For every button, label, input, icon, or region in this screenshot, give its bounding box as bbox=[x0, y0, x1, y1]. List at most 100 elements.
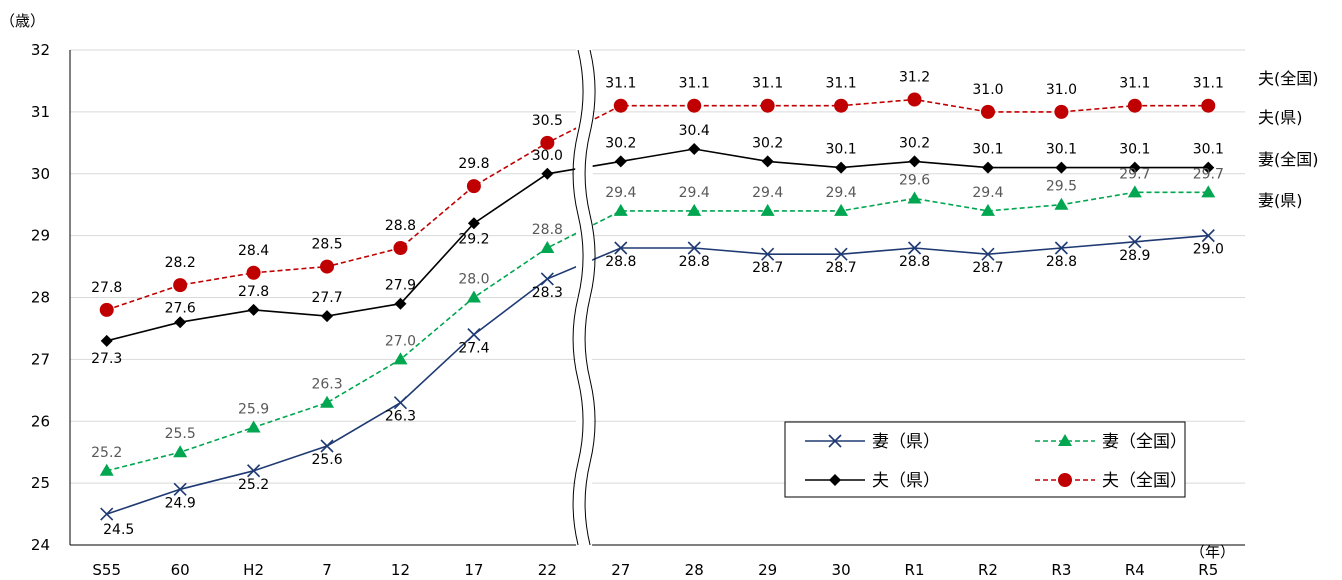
data-label: 31.1 bbox=[826, 76, 857, 92]
triangle-marker bbox=[1058, 434, 1072, 446]
triangle-marker bbox=[173, 445, 188, 458]
triangle-marker bbox=[99, 463, 114, 476]
x-marker bbox=[540, 272, 554, 286]
side-label-husband-national: 夫(全国) bbox=[1258, 69, 1319, 88]
triangle-marker bbox=[540, 241, 555, 253]
diamond-marker bbox=[321, 310, 334, 323]
diamond-marker bbox=[1202, 161, 1215, 174]
diamond-marker bbox=[174, 316, 187, 329]
data-label: 30.0 bbox=[532, 148, 563, 164]
circle-marker bbox=[613, 98, 628, 113]
x-tick-label: R3 bbox=[1051, 561, 1071, 579]
data-label: 27.8 bbox=[238, 284, 269, 300]
data-label: 28.7 bbox=[972, 260, 1003, 276]
diamond-marker bbox=[541, 167, 554, 180]
y-tick-label: 31 bbox=[31, 103, 50, 121]
y-axis-ticks: 24 25 26 27 28 29 30 31 32 bbox=[31, 41, 50, 554]
data-label: 28.8 bbox=[532, 222, 563, 238]
diamond-marker bbox=[100, 334, 113, 347]
side-label-wife-national: 妻(全国) bbox=[1258, 150, 1319, 169]
diamond-marker bbox=[1128, 161, 1141, 174]
series-lines bbox=[99, 92, 1216, 521]
data-label: 31.1 bbox=[679, 76, 710, 92]
diamond-marker bbox=[467, 217, 480, 230]
x-tick-label: 29 bbox=[758, 561, 777, 579]
data-label: 26.3 bbox=[385, 409, 416, 425]
axis-break bbox=[572, 48, 596, 547]
data-label: 28.4 bbox=[238, 243, 269, 259]
legend-label: 夫（県） bbox=[872, 471, 940, 491]
data-label: 31.1 bbox=[752, 76, 783, 92]
data-label: 29.4 bbox=[605, 185, 636, 201]
data-label: 31.0 bbox=[1046, 82, 1077, 98]
x-tick-label: 28 bbox=[685, 561, 704, 579]
y-axis-label: （歳） bbox=[0, 12, 45, 30]
diamond-marker bbox=[688, 143, 701, 155]
data-label: 29.2 bbox=[458, 231, 489, 247]
data-label: 29.4 bbox=[752, 185, 783, 201]
data-label: 28.8 bbox=[899, 254, 930, 270]
circle-marker bbox=[760, 98, 775, 113]
circle-marker bbox=[320, 259, 335, 274]
data-label: 26.3 bbox=[311, 377, 342, 393]
triangle-marker bbox=[907, 191, 922, 204]
diamond-marker bbox=[835, 161, 848, 174]
data-label: 29.4 bbox=[972, 185, 1003, 201]
circle-marker bbox=[1127, 98, 1142, 113]
side-label-husband-prefecture: 夫(県) bbox=[1258, 108, 1303, 127]
data-label: 27.7 bbox=[311, 290, 342, 306]
data-label: 29.4 bbox=[826, 185, 857, 201]
triangle-marker bbox=[613, 203, 628, 216]
data-label: 29.7 bbox=[1119, 166, 1150, 182]
legend-label: 妻（県） bbox=[872, 432, 940, 452]
data-label: 28.8 bbox=[385, 218, 416, 234]
data-label: 28.9 bbox=[1119, 248, 1150, 264]
data-label: 30.1 bbox=[826, 142, 857, 158]
data-label: 31.2 bbox=[899, 70, 930, 86]
y-tick-label: 29 bbox=[31, 227, 50, 245]
x-marker bbox=[173, 482, 187, 496]
y-tick-label: 32 bbox=[31, 41, 50, 59]
x-marker bbox=[393, 396, 408, 410]
data-label: 29.0 bbox=[1193, 242, 1224, 258]
data-label: 25.9 bbox=[238, 401, 269, 417]
data-label: 29.5 bbox=[1046, 179, 1077, 195]
data-label: 30.1 bbox=[1193, 142, 1224, 158]
circle-marker bbox=[246, 265, 261, 280]
x-axis-ticks: S55 60 H2 7 12 17 22 27 28 29 30 R1 R2 R3 R4 R5 bbox=[92, 561, 1218, 579]
circle-marker bbox=[393, 241, 408, 255]
data-label: 27.4 bbox=[458, 341, 489, 357]
circle-marker bbox=[1058, 473, 1072, 487]
triangle-marker bbox=[393, 352, 408, 365]
triangle-marker bbox=[466, 290, 481, 303]
y-tick-label: 24 bbox=[31, 536, 50, 554]
legend: 妻（県） 妻（全国） 夫（県） 夫（全国） bbox=[784, 421, 1187, 498]
data-label: 30.1 bbox=[972, 142, 1003, 158]
data-label: 31.1 bbox=[605, 76, 636, 92]
x-marker bbox=[828, 434, 842, 448]
side-labels: 夫(全国) 夫(県) 妻(全国) 妻(県) bbox=[1258, 69, 1319, 210]
x-tick-label: R2 bbox=[978, 561, 998, 579]
triangle-marker bbox=[1201, 185, 1216, 198]
circle-marker bbox=[1201, 98, 1216, 113]
data-labels: 24.5 24.9 25.2 25.6 26.3 27.4 28.3 28.8 28.8 28.7… bbox=[91, 70, 1224, 539]
x-marker bbox=[614, 241, 628, 255]
legend-label: 妻（全国） bbox=[1102, 432, 1187, 452]
circle-marker bbox=[907, 92, 922, 107]
series-line-1 bbox=[106, 191, 1209, 472]
triangle-marker bbox=[1054, 197, 1069, 210]
circle-marker bbox=[980, 104, 995, 119]
x-marker bbox=[981, 247, 995, 261]
y-tick-label: 28 bbox=[31, 289, 50, 307]
x-marker bbox=[834, 247, 848, 261]
x-marker bbox=[1201, 229, 1215, 243]
triangle-marker bbox=[320, 395, 335, 408]
data-label: 27.6 bbox=[165, 300, 196, 316]
data-label: 28.2 bbox=[165, 255, 196, 271]
data-label: 28.8 bbox=[605, 254, 636, 270]
diamond-marker bbox=[761, 155, 774, 168]
data-label: 29.8 bbox=[458, 156, 489, 172]
circle-marker bbox=[99, 302, 114, 317]
triangle-marker bbox=[1127, 185, 1142, 198]
data-label: 28.8 bbox=[1046, 254, 1077, 270]
